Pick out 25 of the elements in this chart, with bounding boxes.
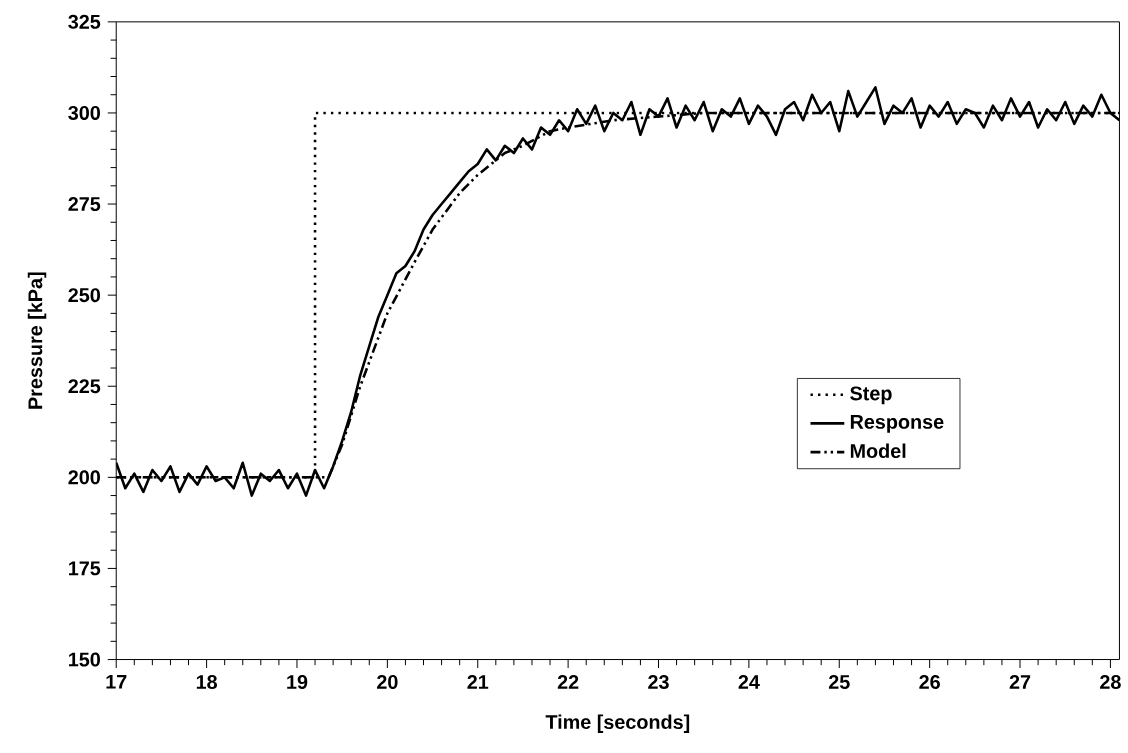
x-tick-label: 23 — [648, 675, 669, 690]
y-tick-label: 325 — [68, 14, 101, 29]
y-tick-label: 150 — [69, 652, 100, 667]
x-tick-label: 21 — [467, 675, 489, 689]
x-axis-title: Time [seconds] — [545, 714, 690, 733]
y-tick-label: 225 — [68, 379, 101, 394]
legend-label: Response — [850, 415, 944, 433]
x-tick-label: 20 — [377, 675, 398, 690]
y-tick-label: 175 — [69, 561, 101, 576]
y-tick-label: 300 — [68, 105, 100, 121]
x-tick-label: 28 — [1100, 675, 1121, 690]
y-tick-label: 200 — [68, 470, 100, 485]
x-tick-label: 24 — [738, 675, 760, 689]
x-tick-label: 27 — [1009, 675, 1031, 689]
x-tick-label: 19 — [287, 675, 308, 690]
legend-label: Model — [850, 443, 906, 459]
x-tick-label: 17 — [106, 675, 127, 689]
x-tick-label: 26 — [919, 675, 940, 690]
x-tick-label: 18 — [196, 675, 217, 690]
y-tick-label: 275 — [68, 197, 101, 212]
x-tick-label: 22 — [557, 675, 579, 689]
y-axis-title: Pressure [kPa] — [27, 272, 47, 409]
x-tick-label: 25 — [828, 675, 850, 690]
y-tick-label: 250 — [68, 288, 100, 303]
legend-label: Step — [850, 386, 892, 405]
